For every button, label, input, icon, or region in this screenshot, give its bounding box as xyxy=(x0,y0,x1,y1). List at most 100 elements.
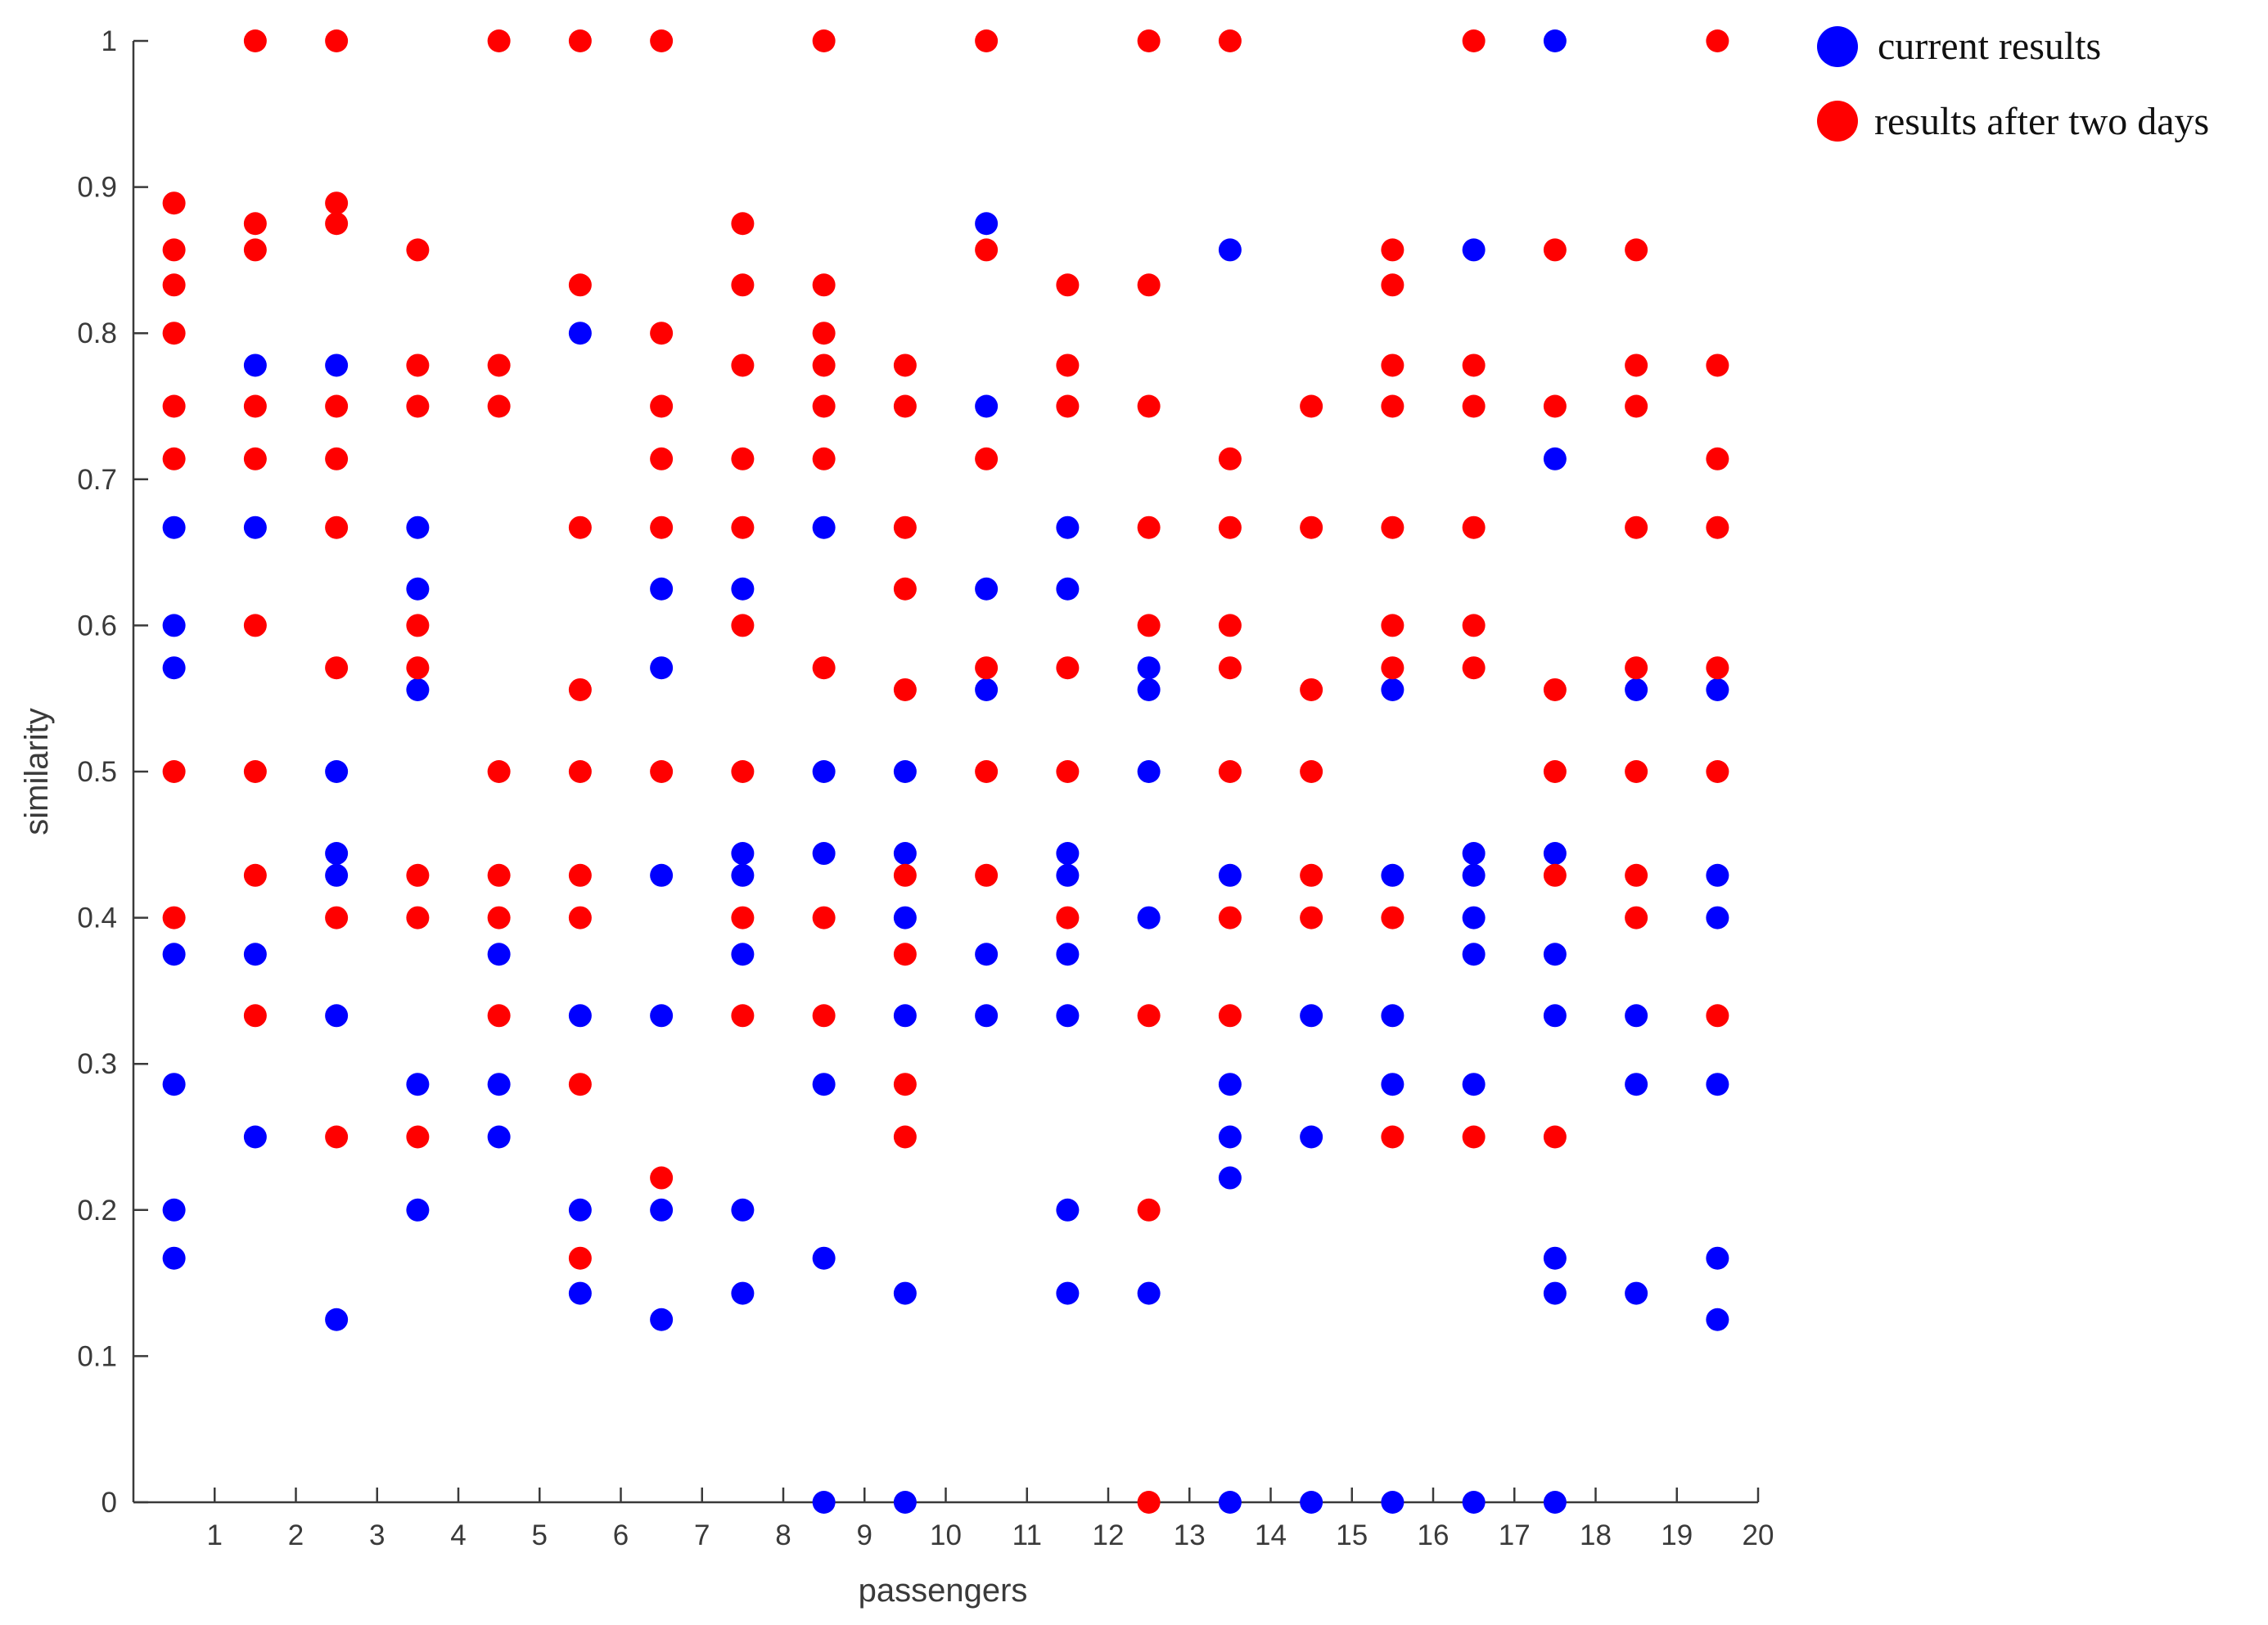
data-point xyxy=(162,447,186,470)
data-point xyxy=(650,760,674,783)
data-point xyxy=(1300,760,1323,783)
data-point xyxy=(731,212,755,236)
x-tick-label: 17 xyxy=(1499,1519,1531,1551)
data-point xyxy=(812,842,836,866)
data-point xyxy=(1462,515,1486,539)
data-point xyxy=(568,1073,592,1096)
data-point xyxy=(1056,842,1080,866)
data-point xyxy=(650,394,674,418)
x-tick-label: 8 xyxy=(775,1519,791,1551)
data-point xyxy=(406,1125,430,1149)
data-point xyxy=(1218,238,1242,262)
data-point xyxy=(1543,447,1567,470)
x-tick-label: 18 xyxy=(1580,1519,1612,1551)
data-point xyxy=(406,353,430,377)
data-point xyxy=(568,29,592,52)
data-point xyxy=(893,1073,917,1096)
data-point xyxy=(731,353,755,377)
data-point xyxy=(325,191,349,215)
data-point xyxy=(1462,394,1486,418)
y-tick-label: 0.9 xyxy=(77,172,117,204)
data-point xyxy=(1056,943,1080,966)
data-point xyxy=(1137,1198,1161,1222)
data-point xyxy=(568,1004,592,1028)
x-tick-label: 9 xyxy=(857,1519,872,1551)
legend-marker-after-two-days xyxy=(1817,101,1858,142)
data-point xyxy=(1706,1308,1729,1331)
data-point xyxy=(812,447,836,470)
data-point xyxy=(1056,656,1080,680)
data-point xyxy=(325,394,349,418)
data-point xyxy=(1625,677,1648,701)
data-point xyxy=(568,515,592,539)
data-point xyxy=(243,1004,267,1028)
data-point xyxy=(812,322,836,345)
data-point xyxy=(893,577,917,601)
data-point xyxy=(406,656,430,680)
data-point xyxy=(650,656,674,680)
data-point xyxy=(975,863,999,887)
y-tick-label: 0.8 xyxy=(77,317,117,349)
data-point xyxy=(1137,656,1161,680)
data-point xyxy=(893,1281,917,1305)
x-tick-label: 11 xyxy=(1012,1519,1042,1551)
x-tick-label: 3 xyxy=(369,1519,385,1551)
data-point xyxy=(975,212,999,236)
data-point xyxy=(487,1004,511,1028)
data-point xyxy=(1381,1073,1405,1096)
x-tick-label: 7 xyxy=(694,1519,710,1551)
data-point xyxy=(568,677,592,701)
data-point xyxy=(1300,906,1323,930)
data-point xyxy=(731,273,755,297)
data-point xyxy=(1462,238,1486,262)
y-tick-label: 0 xyxy=(101,1487,117,1519)
data-point xyxy=(162,943,186,966)
data-point xyxy=(731,1281,755,1305)
data-point xyxy=(650,1166,674,1190)
data-point xyxy=(487,394,511,418)
data-point xyxy=(1625,863,1648,887)
data-point xyxy=(487,1125,511,1149)
data-point xyxy=(893,943,917,966)
data-point xyxy=(1137,273,1161,297)
data-point xyxy=(406,515,430,539)
data-point xyxy=(1137,1004,1161,1028)
data-point xyxy=(812,273,836,297)
data-point xyxy=(1056,273,1080,297)
data-point xyxy=(325,515,349,539)
data-point xyxy=(1300,1491,1323,1514)
y-tick-label: 0.3 xyxy=(77,1048,117,1080)
data-point xyxy=(1218,1073,1242,1096)
data-point xyxy=(1706,656,1729,680)
data-point xyxy=(1706,515,1729,539)
data-point xyxy=(487,863,511,887)
data-point xyxy=(1381,273,1405,297)
data-point xyxy=(1218,1004,1242,1028)
data-point xyxy=(1218,614,1242,637)
data-point xyxy=(1218,760,1242,783)
data-point xyxy=(731,943,755,966)
data-point xyxy=(162,191,186,215)
data-point xyxy=(1300,515,1323,539)
data-point xyxy=(1056,577,1080,601)
data-point xyxy=(1218,1166,1242,1190)
data-point xyxy=(650,1198,674,1222)
y-tick-label: 0.1 xyxy=(77,1340,117,1372)
data-point xyxy=(812,1004,836,1028)
data-point xyxy=(1625,353,1648,377)
data-point xyxy=(1543,394,1567,418)
data-point xyxy=(893,863,917,887)
data-point xyxy=(162,394,186,418)
data-point xyxy=(893,1004,917,1028)
data-point xyxy=(1462,1491,1486,1514)
data-point xyxy=(325,1308,349,1331)
data-point xyxy=(1462,656,1486,680)
data-point xyxy=(812,1073,836,1096)
data-point xyxy=(1381,656,1405,680)
data-point xyxy=(162,322,186,345)
x-ticks: 1 2 3 4 5 6 7 8 9 10 11 12 13 14 15 16 17 18 19 20 xyxy=(207,1488,1774,1551)
data-point xyxy=(1300,863,1323,887)
data-point xyxy=(1381,1491,1405,1514)
data-point xyxy=(406,238,430,262)
data-point xyxy=(1381,677,1405,701)
